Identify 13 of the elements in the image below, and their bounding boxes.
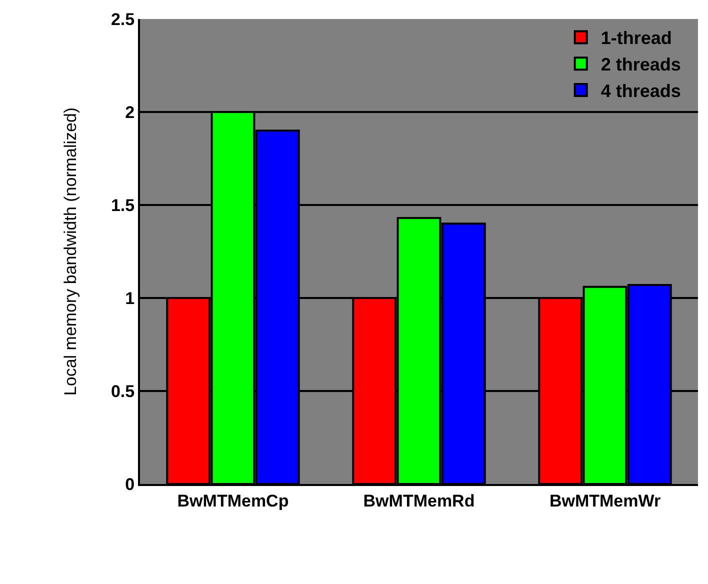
legend-label: 2 threads <box>600 54 681 75</box>
y-tick-label: 0 <box>125 474 135 494</box>
y-tick-label: 1.5 <box>110 196 135 215</box>
x-tick-label: BwMTMemWr <box>549 491 661 510</box>
legend-label: 1-thread <box>600 28 672 48</box>
y-axis-title: Local memory bandwidth (normalized) <box>61 107 80 396</box>
y-tick-label: 1 <box>125 288 135 308</box>
x-tick-label: BwMTMemRd <box>363 491 475 510</box>
legend-label: 4 threads <box>600 81 681 102</box>
y-tick-label: 2.5 <box>110 10 135 29</box>
y-tick-label: 0.5 <box>110 382 135 401</box>
y-tick-label: 2 <box>125 102 135 122</box>
x-tick-label: BwMTMemCp <box>177 491 289 510</box>
